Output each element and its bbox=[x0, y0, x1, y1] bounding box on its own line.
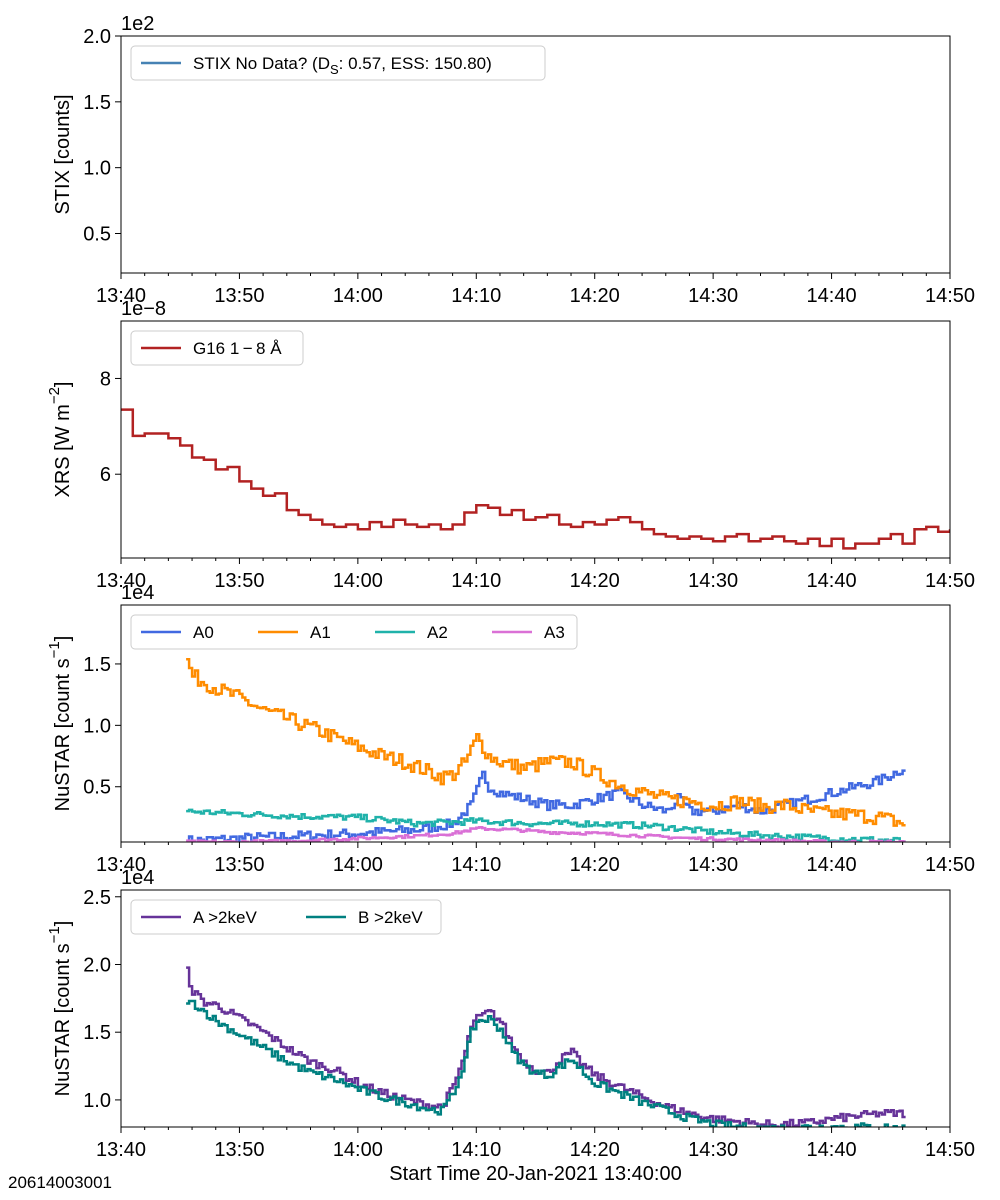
x-tick-label: 14:10 bbox=[451, 854, 501, 876]
x-tick-label: 14:00 bbox=[333, 570, 383, 592]
x-tick-label: 14:30 bbox=[688, 570, 738, 592]
x-tick-label: 14:40 bbox=[807, 854, 857, 876]
y-tick-label: 1.0 bbox=[83, 158, 111, 180]
x-axis-label: Start Time 20-Jan-2021 13:40:00 bbox=[389, 1163, 681, 1185]
x-tick-label: 13:40 bbox=[96, 285, 146, 307]
series-line-b-2kev bbox=[186, 999, 906, 1127]
y-tick-label: 0.5 bbox=[83, 777, 111, 799]
x-tick-label: 14:20 bbox=[570, 854, 620, 876]
y-tick-label: 6 bbox=[100, 464, 111, 486]
x-tick-label: 14:10 bbox=[451, 570, 501, 592]
x-tick-label: 13:50 bbox=[214, 1139, 264, 1161]
x-tick-label: 14:30 bbox=[688, 1139, 738, 1161]
legend-label: A2 bbox=[427, 623, 448, 642]
x-tick-label: 14:40 bbox=[807, 570, 857, 592]
y-axis-label: NuSTAR [count s−1] bbox=[46, 636, 74, 812]
x-tick-label: 14:00 bbox=[333, 854, 383, 876]
x-tick-label: 14:10 bbox=[451, 1139, 501, 1161]
x-tick-label: 14:30 bbox=[688, 285, 738, 307]
series-line-a2 bbox=[186, 808, 906, 842]
series-line-a-2kev bbox=[186, 966, 906, 1127]
x-tick-label: 14:20 bbox=[570, 1139, 620, 1161]
x-tick-label: 14:50 bbox=[925, 1139, 975, 1161]
x-tick-label: 14:40 bbox=[807, 1139, 857, 1161]
legend-box bbox=[130, 899, 442, 935]
y-tick-label: 1.0 bbox=[83, 1090, 111, 1112]
y-tick-label: 2.0 bbox=[83, 26, 111, 48]
y-tick-label: 1.0 bbox=[83, 715, 111, 737]
x-tick-label: 14:50 bbox=[925, 570, 975, 592]
x-tick-label: 13:50 bbox=[214, 854, 264, 876]
legend-box bbox=[130, 45, 546, 81]
panel-xrs: 13:40 13:50 14:00 14:10 14:20 14:30 14:40 14:50… bbox=[46, 298, 975, 592]
legend: STIX No Data? (DS: 0.57, ESS: 150.80) bbox=[130, 45, 546, 81]
plot-frame bbox=[120, 889, 951, 1128]
series-line-a3 bbox=[186, 826, 906, 842]
panel-nustar_det: 13:40 13:50 14:00 14:10 14:20 14:30 14:40 14:50… bbox=[46, 582, 975, 876]
x-tick-label: 13:40 bbox=[96, 570, 146, 592]
y-tick-label: 1.5 bbox=[83, 1022, 111, 1044]
legend-label: A0 bbox=[193, 623, 214, 642]
x-tick-label: 14:20 bbox=[570, 285, 620, 307]
y-axis-label: XRS [W m−2] bbox=[46, 381, 74, 497]
x-tick-label: 13:50 bbox=[214, 570, 264, 592]
panel-nustar_fpm: 13:40 13:50 14:00 14:10 14:20 14:30 14:40 14:50… bbox=[46, 867, 975, 1161]
legend-label: B >2keV bbox=[358, 908, 423, 927]
plot-frame bbox=[120, 320, 951, 559]
sci-offset-label: 1e−8 bbox=[121, 298, 166, 320]
plot-frame bbox=[120, 35, 951, 274]
legend-box bbox=[130, 330, 304, 366]
y-tick-label: 2.0 bbox=[83, 954, 111, 976]
series-line-g16 bbox=[121, 408, 950, 550]
legend-label: A >2keV bbox=[193, 908, 257, 927]
legend: A >2keV B >2keV bbox=[130, 899, 442, 935]
legend: A0 A1 A2 A3 bbox=[130, 614, 578, 650]
obs-id-label: 20614003001 bbox=[8, 1173, 112, 1192]
x-tick-label: 14:40 bbox=[807, 285, 857, 307]
panel-stix: 13:40 13:50 14:00 14:10 14:20 14:30 14:40 14:50… bbox=[52, 13, 975, 307]
y-axis-label: STIX [counts] bbox=[52, 94, 74, 214]
y-axis-label: NuSTAR [count s−1] bbox=[46, 921, 74, 1097]
plot-frame bbox=[120, 604, 951, 843]
legend-label: A1 bbox=[310, 623, 331, 642]
x-tick-label: 14:50 bbox=[925, 285, 975, 307]
y-tick-label: 8 bbox=[100, 368, 111, 390]
x-tick-label: 14:50 bbox=[925, 854, 975, 876]
legend: G16 1 − 8 Å bbox=[130, 330, 304, 366]
legend-label: A3 bbox=[544, 623, 565, 642]
sci-offset-label: 1e4 bbox=[121, 867, 154, 889]
x-tick-label: 14:10 bbox=[451, 285, 501, 307]
sci-offset-label: 1e2 bbox=[121, 13, 154, 35]
y-tick-label: 2.5 bbox=[83, 887, 111, 909]
x-tick-label: 13:50 bbox=[214, 285, 264, 307]
legend-box bbox=[130, 614, 578, 650]
sci-offset-label: 1e4 bbox=[121, 582, 154, 604]
x-tick-label: 13:40 bbox=[96, 1139, 146, 1161]
y-tick-label: 1.5 bbox=[83, 654, 111, 676]
y-tick-label: 0.5 bbox=[83, 224, 111, 246]
series-line-a1 bbox=[186, 658, 906, 827]
legend-label: G16 1 − 8 Å bbox=[193, 339, 282, 358]
x-tick-label: 14:00 bbox=[333, 285, 383, 307]
y-tick-label: 1.5 bbox=[83, 92, 111, 114]
legend-label: STIX No Data? (DS: 0.57, ESS: 150.80) bbox=[193, 54, 492, 77]
x-tick-label: 14:00 bbox=[333, 1139, 383, 1161]
x-tick-label: 14:30 bbox=[688, 854, 738, 876]
x-tick-label: 14:20 bbox=[570, 570, 620, 592]
x-tick-label: 13:40 bbox=[96, 854, 146, 876]
